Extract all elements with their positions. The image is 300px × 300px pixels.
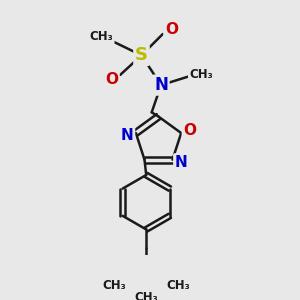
Text: CH₃: CH₃: [102, 279, 126, 292]
Text: O: O: [183, 123, 196, 138]
Text: S: S: [135, 46, 148, 64]
Text: O: O: [105, 72, 118, 87]
Text: N: N: [154, 76, 168, 94]
Text: N: N: [175, 155, 188, 170]
Text: N: N: [121, 128, 134, 143]
Text: O: O: [165, 22, 178, 37]
Text: CH₃: CH₃: [90, 30, 113, 43]
Text: CH₃: CH₃: [167, 279, 190, 292]
Text: CH₃: CH₃: [134, 291, 158, 300]
Text: CH₃: CH₃: [189, 68, 213, 80]
